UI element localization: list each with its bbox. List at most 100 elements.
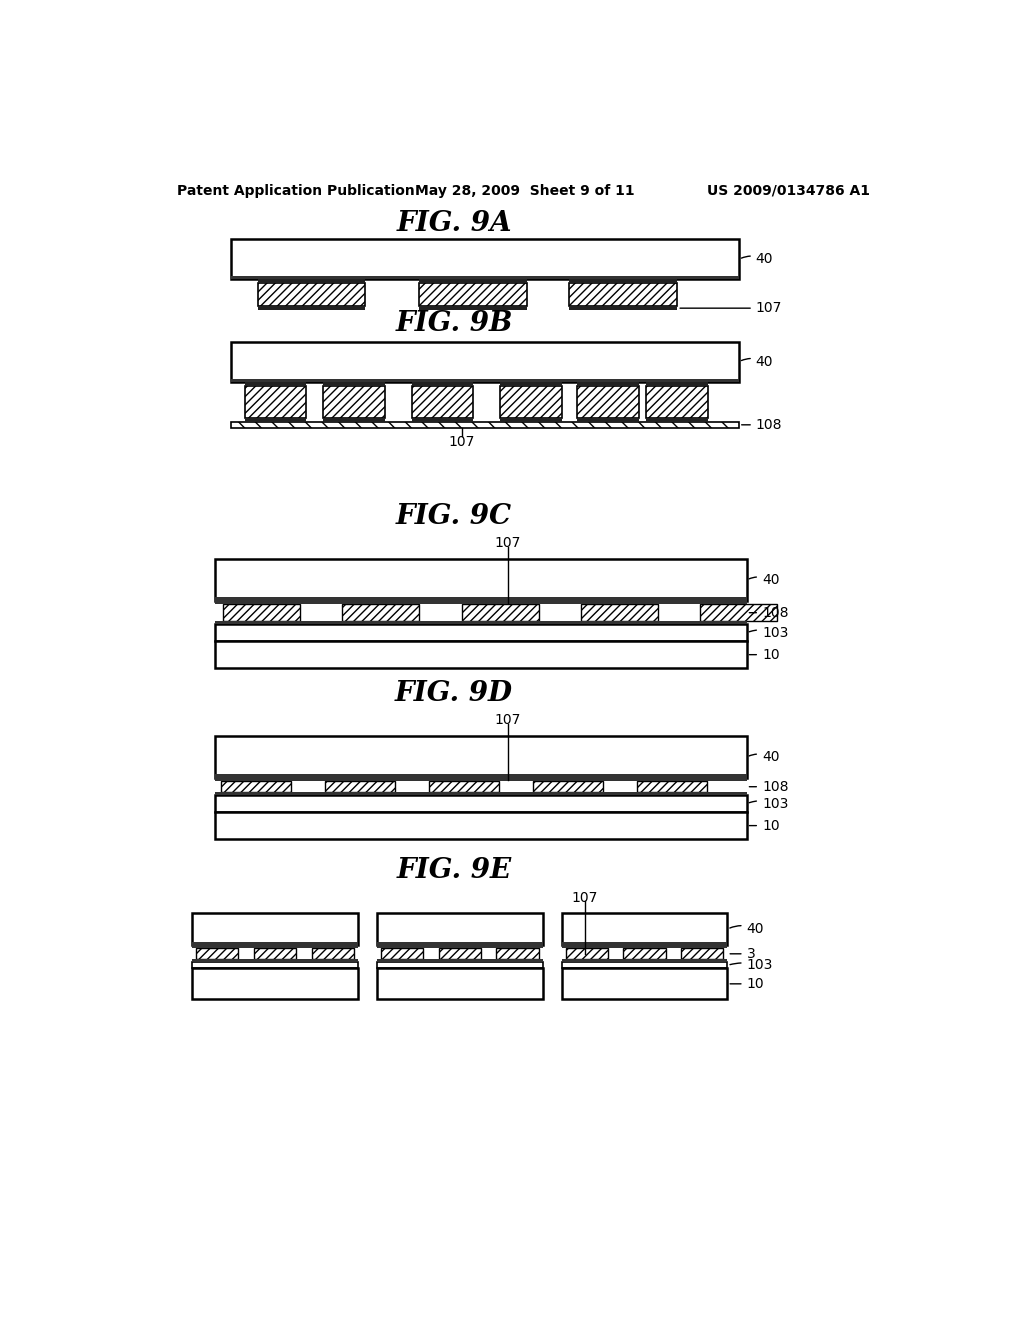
Bar <box>700 605 777 622</box>
Bar <box>412 418 473 422</box>
Bar <box>381 948 423 960</box>
Bar <box>578 381 639 385</box>
Text: 107: 107 <box>495 714 521 727</box>
Bar <box>500 385 562 418</box>
Text: 107: 107 <box>571 891 598 904</box>
Bar <box>193 960 357 962</box>
Bar <box>438 948 481 960</box>
Bar <box>258 306 366 310</box>
Text: US 2009/0134786 A1: US 2009/0134786 A1 <box>707 183 869 198</box>
Text: 103: 103 <box>750 797 788 810</box>
Bar <box>215 597 746 601</box>
Bar <box>215 642 746 668</box>
Bar <box>646 418 708 422</box>
Bar <box>230 342 739 381</box>
Text: FIG. 9C: FIG. 9C <box>396 503 512 529</box>
Bar <box>500 418 562 422</box>
Bar <box>562 942 727 945</box>
Bar <box>245 381 306 385</box>
Bar <box>637 781 707 792</box>
Bar <box>497 948 539 960</box>
Bar <box>412 385 473 418</box>
Bar <box>215 775 746 779</box>
Bar <box>534 781 602 792</box>
Bar <box>646 385 708 418</box>
Bar <box>377 942 543 945</box>
Text: 108: 108 <box>750 606 788 619</box>
Bar <box>215 812 746 840</box>
Bar <box>624 948 666 960</box>
Text: Patent Application Publication: Patent Application Publication <box>177 183 415 198</box>
Bar <box>215 624 746 642</box>
Text: 10: 10 <box>750 648 779 661</box>
Bar <box>215 558 746 601</box>
Text: FIG. 9A: FIG. 9A <box>396 210 512 238</box>
Bar <box>215 792 746 795</box>
Bar <box>569 306 677 310</box>
Bar <box>581 605 658 622</box>
Text: May 28, 2009  Sheet 9 of 11: May 28, 2009 Sheet 9 of 11 <box>415 183 635 198</box>
Text: 3: 3 <box>730 946 756 961</box>
Bar <box>193 945 357 948</box>
Bar <box>377 960 543 962</box>
Bar <box>221 781 291 792</box>
Bar <box>342 605 419 622</box>
Bar <box>377 962 543 969</box>
Text: 40: 40 <box>741 355 773 368</box>
Bar <box>569 280 677 282</box>
Bar <box>462 605 539 622</box>
Bar <box>419 280 527 282</box>
Bar <box>196 948 239 960</box>
Bar <box>681 948 724 960</box>
Bar <box>245 418 306 422</box>
Bar <box>230 239 739 280</box>
Text: FIG. 9D: FIG. 9D <box>395 680 513 708</box>
Text: 103: 103 <box>730 958 773 973</box>
Bar <box>215 622 746 624</box>
Bar <box>377 945 543 948</box>
Bar <box>646 381 708 385</box>
Text: 107: 107 <box>449 434 475 449</box>
Text: 40: 40 <box>750 750 779 764</box>
Bar <box>215 601 746 605</box>
Bar <box>215 779 746 781</box>
Bar <box>377 913 543 945</box>
Text: 40: 40 <box>741 252 773 267</box>
Bar <box>562 913 727 945</box>
Bar <box>569 284 677 306</box>
Bar <box>254 948 296 960</box>
Text: FIG. 9E: FIG. 9E <box>396 857 512 884</box>
Bar <box>215 795 746 812</box>
Bar <box>258 280 366 282</box>
Bar <box>565 948 608 960</box>
Bar <box>377 969 543 999</box>
Text: 107: 107 <box>680 301 782 315</box>
Bar <box>258 284 366 306</box>
Bar <box>562 969 727 999</box>
Bar <box>323 418 385 422</box>
Text: FIG. 9B: FIG. 9B <box>395 310 513 338</box>
Bar <box>419 284 527 306</box>
Bar <box>311 948 354 960</box>
Bar <box>193 969 357 999</box>
Text: 40: 40 <box>730 923 764 936</box>
Text: 108: 108 <box>750 780 788 793</box>
Text: 108: 108 <box>741 418 782 432</box>
Text: 10: 10 <box>750 818 779 833</box>
Bar <box>578 385 639 418</box>
Bar <box>193 962 357 969</box>
Text: 40: 40 <box>750 573 779 587</box>
Bar <box>562 960 727 962</box>
Bar <box>193 942 357 945</box>
Bar <box>429 781 499 792</box>
Bar <box>500 381 562 385</box>
Bar <box>193 913 357 945</box>
Bar <box>323 385 385 418</box>
Bar <box>562 962 727 969</box>
Bar <box>323 381 385 385</box>
Bar <box>326 781 394 792</box>
Bar <box>412 381 473 385</box>
Text: 107: 107 <box>495 536 521 550</box>
Text: 103: 103 <box>750 626 788 640</box>
Bar <box>419 306 527 310</box>
